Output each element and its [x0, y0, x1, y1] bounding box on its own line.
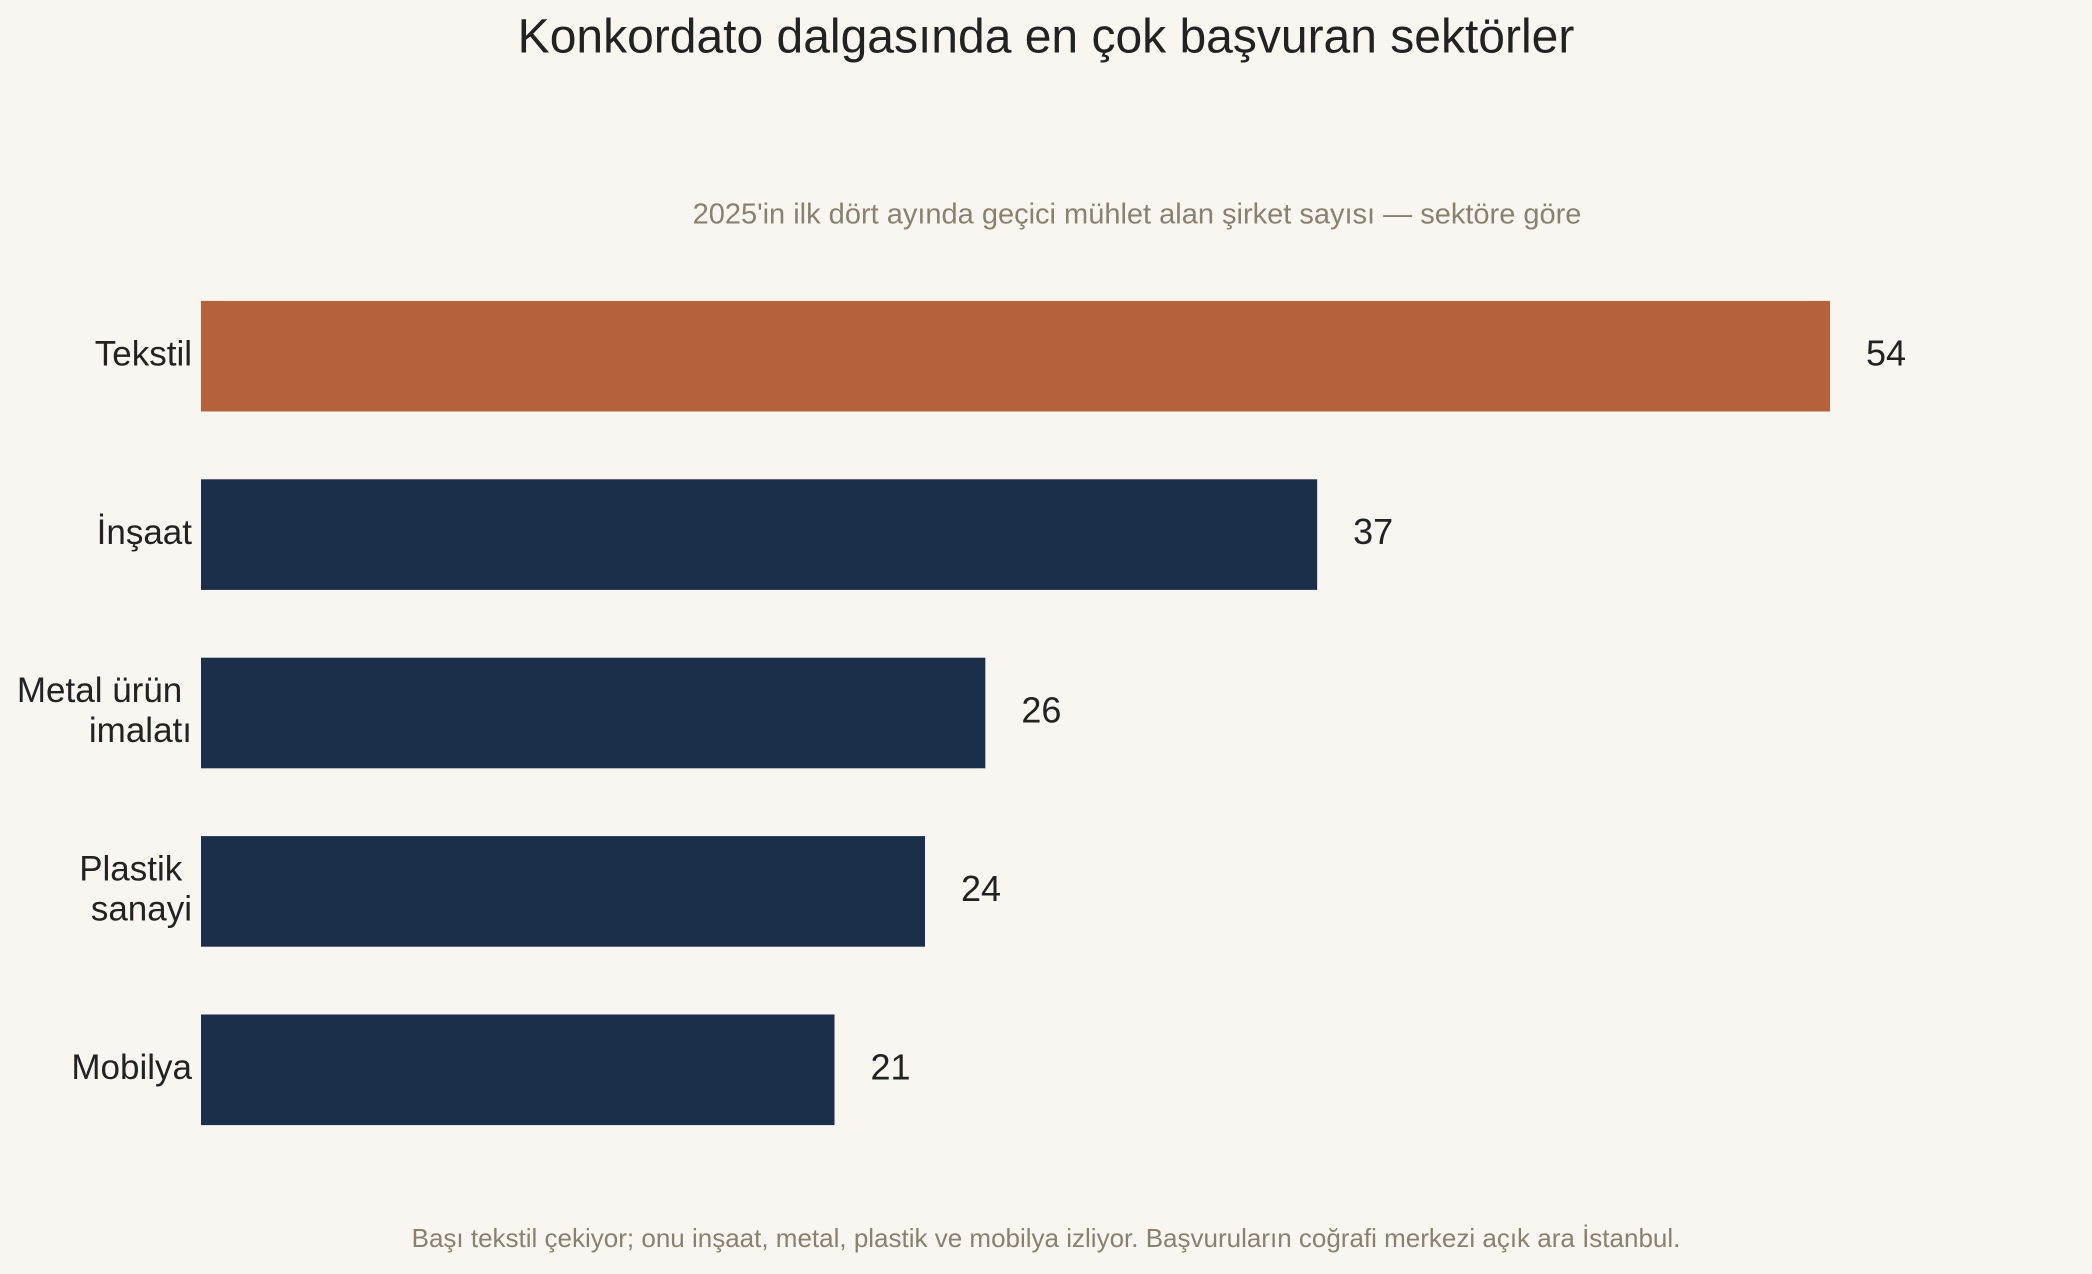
- category-label: Plastik sanayi: [79, 850, 192, 929]
- value-label: 26: [1021, 690, 1061, 731]
- bar: [201, 300, 1830, 412]
- category-label: Metal ürün imalatı: [17, 671, 192, 750]
- value-label: 21: [871, 1046, 911, 1087]
- bar: [201, 479, 1318, 590]
- value-label: 37: [1353, 511, 1393, 552]
- bar: [201, 836, 925, 947]
- category-label: İnşaat: [97, 513, 193, 552]
- footnote: Başı tekstil çekiyor; onu inşaat, metal,…: [412, 1223, 1681, 1253]
- value-label: 24: [961, 868, 1001, 909]
- bar: [201, 1014, 835, 1126]
- bar: [201, 657, 986, 769]
- chart-title: Konkordato dalgasında en çok başvuran se…: [518, 11, 1575, 64]
- value-label: 54: [1866, 333, 1906, 374]
- category-label: Tekstil: [95, 334, 192, 373]
- category-label: Mobilya: [71, 1048, 192, 1087]
- chart-subtitle: 2025'in ilk dört ayında geçici mühlet al…: [693, 199, 1582, 231]
